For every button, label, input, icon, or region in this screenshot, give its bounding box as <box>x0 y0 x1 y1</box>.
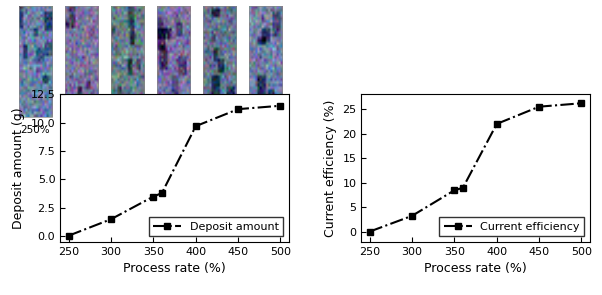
Deposit amount <box>158 191 166 195</box>
Deposit amount <box>150 195 157 198</box>
Text: 250%: 250% <box>20 125 50 135</box>
X-axis label: Process rate (%): Process rate (%) <box>424 262 527 275</box>
Text: 350%: 350% <box>113 125 142 135</box>
Text: 400%: 400% <box>159 125 188 135</box>
X-axis label: Process rate (%): Process rate (%) <box>123 262 226 275</box>
Current efficiency <box>408 214 415 218</box>
Current efficiency <box>366 230 373 233</box>
Text: 500%: 500% <box>251 125 281 135</box>
Bar <box>203 6 237 117</box>
Bar <box>111 6 144 117</box>
Text: 300%: 300% <box>66 125 96 135</box>
Legend: Current efficiency: Current efficiency <box>439 217 585 236</box>
Current efficiency <box>536 105 543 109</box>
Deposit amount <box>192 124 199 128</box>
Y-axis label: Current efficiency (%): Current efficiency (%) <box>324 99 337 237</box>
Current efficiency <box>493 122 500 126</box>
Deposit amount <box>235 107 242 111</box>
Deposit amount <box>65 234 72 237</box>
Deposit amount <box>107 217 114 221</box>
Bar <box>249 6 282 117</box>
Current efficiency <box>451 189 458 192</box>
Y-axis label: Deposit amount (g): Deposit amount (g) <box>12 107 25 229</box>
Current efficiency <box>459 186 467 190</box>
Line: Deposit amount: Deposit amount <box>66 103 284 238</box>
Legend: Deposit amount: Deposit amount <box>149 217 284 236</box>
Current efficiency <box>578 101 585 105</box>
Line: Current efficiency: Current efficiency <box>367 101 585 234</box>
Text: 450%: 450% <box>205 125 235 135</box>
Bar <box>157 6 190 117</box>
Bar <box>64 6 98 117</box>
Bar <box>19 6 52 117</box>
Deposit amount <box>277 104 284 107</box>
